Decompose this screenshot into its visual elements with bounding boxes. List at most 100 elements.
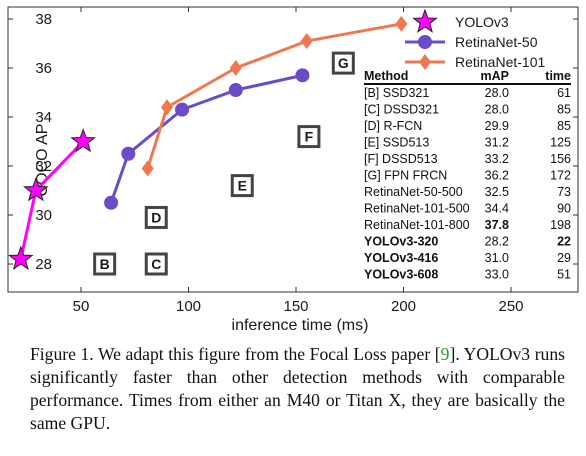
legend: YOLOv3 RetinaNet-50 RetinaNet-101 xyxy=(405,8,545,70)
table-cell-time: 198 xyxy=(550,218,571,232)
data-point xyxy=(175,102,190,117)
data-point xyxy=(121,146,136,161)
table-cell-method: YOLOv3-320 xyxy=(364,235,438,249)
series-lines xyxy=(8,15,408,270)
label-letter: G xyxy=(338,55,349,71)
table-cell-time: 29 xyxy=(557,251,571,265)
table-header-method: Method xyxy=(364,69,408,83)
table-cell-time: 85 xyxy=(557,103,571,117)
table-cell-time: 90 xyxy=(557,202,571,216)
boxed-method-labels: B C D E F G xyxy=(93,51,355,276)
y-tick-label: 30 xyxy=(35,207,52,224)
table-row: YOLOv3-416 31.0 29 xyxy=(364,251,571,265)
y-tick-label: 38 xyxy=(35,11,52,28)
table-cell-method: RetinaNet-50-500 xyxy=(364,185,463,199)
table-row: YOLOv3-320 28.2 22 xyxy=(364,235,571,249)
plot-frame xyxy=(7,6,579,293)
boxed-label-c: C xyxy=(144,252,168,276)
label-letter: B xyxy=(100,256,110,272)
label-letter: F xyxy=(305,129,314,145)
table-cell-method: YOLOv3-608 xyxy=(364,268,438,282)
y-tick-label: 36 xyxy=(35,60,52,77)
table-cell-time: 172 xyxy=(550,169,571,183)
table-cell-time: 61 xyxy=(557,86,571,100)
series-retinanet-101 xyxy=(141,15,408,177)
series-line xyxy=(109,73,303,204)
table-row: [C] DSSD321 28.0 85 xyxy=(364,103,571,117)
y-tick-label: 28 xyxy=(35,256,52,273)
table-cell-method: [D] R-FCN xyxy=(364,119,422,133)
table-row: [B] SSD321 28.0 61 xyxy=(364,86,571,100)
label-letter: D xyxy=(151,209,161,225)
data-point xyxy=(228,83,243,98)
caption-prefix: Figure 1. We adapt this figure from the … xyxy=(30,344,441,364)
boxed-label-d: D xyxy=(144,205,168,229)
table-cell-map: 37.8 xyxy=(485,218,509,232)
legend-label: YOLOv3 xyxy=(455,14,509,30)
table-cell-map: 33.0 xyxy=(485,268,509,282)
label-box xyxy=(331,51,355,75)
table-cell-map: 33.2 xyxy=(485,152,509,166)
table-row: RetinaNet-101-500 34.4 90 xyxy=(364,202,571,216)
label-box xyxy=(144,252,168,276)
table-cell-time: 125 xyxy=(550,136,571,150)
data-point xyxy=(295,68,310,83)
table-cell-map: 28.2 xyxy=(485,235,509,249)
caption-reference[interactable]: 9 xyxy=(440,344,450,364)
x-tick-label: 200 xyxy=(391,298,416,315)
table-row: RetinaNet-50-500 32.5 73 xyxy=(364,185,571,199)
table-cell-method: [E] SSD513 xyxy=(364,136,429,150)
label-box xyxy=(144,205,168,229)
table-cell-method: RetinaNet-101-500 xyxy=(364,202,470,216)
label-letter: E xyxy=(238,178,247,194)
data-point xyxy=(70,128,96,153)
legend-marker xyxy=(412,8,438,33)
table-cell-time: 51 xyxy=(557,268,571,282)
data-point xyxy=(300,33,313,50)
x-tick-label: 50 xyxy=(73,298,90,315)
label-box xyxy=(230,174,254,198)
table-cell-time: 85 xyxy=(557,119,571,133)
table-cell-map: 34.4 xyxy=(485,202,509,216)
table-cell-time: 73 xyxy=(557,185,571,199)
legend-label: RetinaNet-101 xyxy=(455,54,545,70)
data-point xyxy=(161,99,173,116)
table-cell-map: 36.2 xyxy=(485,169,509,183)
boxed-label-g: G xyxy=(331,51,355,75)
table-cell-time: 156 xyxy=(550,152,571,166)
table-header-map: mAP xyxy=(481,69,509,83)
table-cell-method: [B] SSD321 xyxy=(364,86,429,100)
table-cell-method: [G] FPN FRCN xyxy=(364,169,447,183)
table-cell-map: 31.2 xyxy=(485,136,509,150)
label-box xyxy=(93,252,117,276)
series-yolov3 xyxy=(8,128,96,270)
performance-chart: 50 100 150 200 250 28 30 32 34 36 38 inference time… xyxy=(7,6,579,334)
legend-marker xyxy=(418,35,432,49)
boxed-label-e: E xyxy=(230,174,254,198)
y-tick-label: 34 xyxy=(35,109,52,126)
label-box xyxy=(297,125,321,149)
table-header-time: time xyxy=(545,69,571,83)
label-letter: C xyxy=(151,256,161,272)
table-row: [E] SSD513 31.2 125 xyxy=(364,136,571,150)
data-point xyxy=(104,195,119,210)
table-cell-method: [F] DSSD513 xyxy=(364,152,438,166)
x-tick-label: 100 xyxy=(176,298,201,315)
table-cell-map: 29.9 xyxy=(485,119,509,133)
legend-entry: RetinaNet-50 xyxy=(405,34,538,50)
legend-label: RetinaNet-50 xyxy=(455,34,538,50)
table-cell-method: RetinaNet-101-800 xyxy=(364,218,470,232)
boxed-label-b: B xyxy=(93,252,117,276)
table-cell-method: YOLOv3-416 xyxy=(364,251,438,265)
legend-entry: YOLOv3 xyxy=(412,8,509,33)
series-retinanet-50 xyxy=(104,68,310,210)
data-point xyxy=(229,60,242,76)
table-cell-time: 22 xyxy=(557,235,571,249)
x-axis-title: inference time (ms) xyxy=(232,317,369,334)
table-row: RetinaNet-101-800 37.8 198 xyxy=(364,218,571,232)
table-cell-map: 32.5 xyxy=(485,185,509,199)
figure-caption: Figure 1. We adapt this figure from the … xyxy=(30,343,565,435)
data-point xyxy=(141,160,154,177)
table-row: YOLOv3-608 33.0 51 xyxy=(364,268,571,282)
x-tick-label: 250 xyxy=(498,298,523,315)
